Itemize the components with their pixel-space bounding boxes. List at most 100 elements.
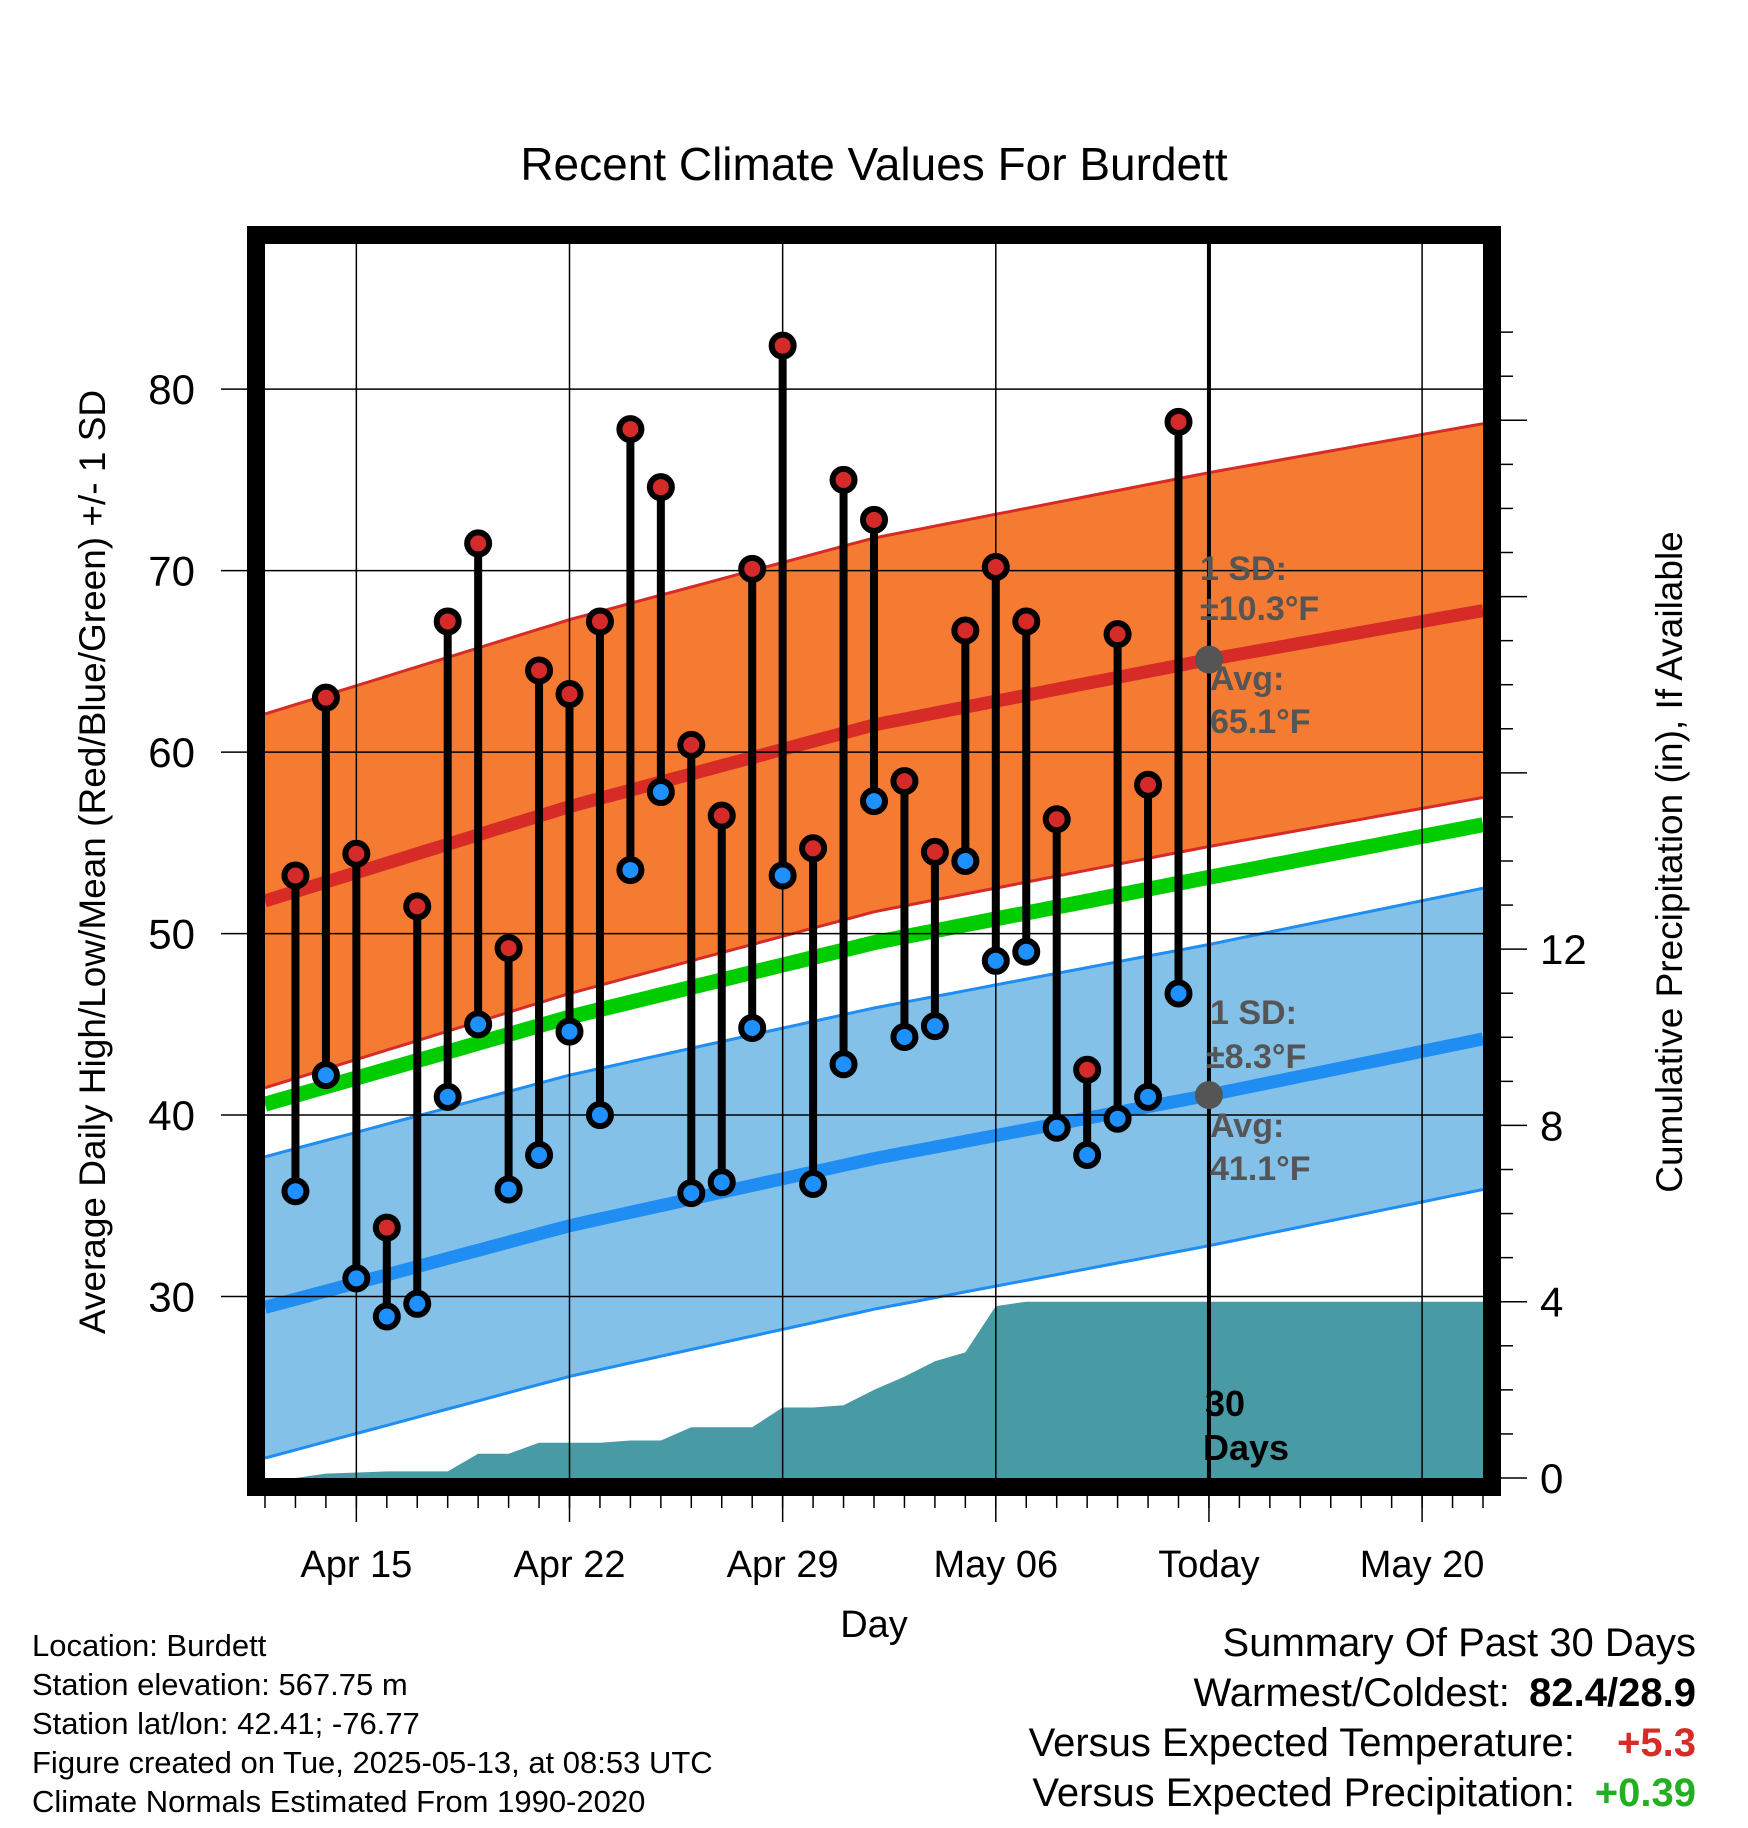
x-tick-label: Apr 15	[300, 1544, 412, 1586]
warm-cold-value: 82.4/28.9	[1529, 1671, 1696, 1715]
daily-low-point	[707, 1168, 736, 1197]
daily-high-point	[555, 680, 584, 709]
y-tick-label: 80	[148, 366, 195, 413]
plot-content	[265, 244, 1483, 1478]
daily-low-point	[311, 1061, 340, 1090]
summary-heading: Summary Of Past 30 Days	[1222, 1621, 1696, 1665]
y-tick-label: 70	[148, 548, 195, 595]
daily-high-point	[1103, 620, 1132, 649]
high-sd-label: 1 SD:	[1200, 550, 1287, 588]
normals-text: Climate Normals Estimated From 1990-2020	[32, 1784, 646, 1819]
daily-low-point	[464, 1010, 493, 1039]
temp-value: +5.3	[1617, 1721, 1696, 1765]
daily-high-point	[464, 529, 493, 558]
station-info: Location: Burdett Station elevation: 567…	[32, 1626, 713, 1821]
low-avg-label: Avg:	[1210, 1107, 1284, 1145]
daily-low-point	[951, 847, 980, 875]
daily-low-point	[768, 861, 797, 890]
daily-low-point	[981, 946, 1010, 975]
y-axis-label: Average Daily High/Low/Mean (Red/Blue/Gr…	[72, 390, 113, 1334]
daily-high-point	[829, 465, 858, 494]
daily-low-point	[646, 778, 675, 807]
daily-low-point	[1134, 1082, 1163, 1111]
high-avg-label: Avg:	[1210, 660, 1284, 698]
days-annotation: 30 Days	[1203, 1383, 1289, 1468]
x-axis-label: Day	[840, 1604, 908, 1646]
daily-high-point	[311, 683, 340, 712]
daily-high-point	[707, 801, 736, 830]
elevation-text: Station elevation: 567.75 m	[32, 1667, 408, 1702]
latlon-text: Station lat/lon: 42.41; -76.77	[32, 1706, 420, 1741]
precip-value: +0.39	[1594, 1771, 1696, 1815]
daily-high-point	[342, 839, 371, 868]
daily-high-point	[585, 607, 614, 636]
daily-high-point	[403, 892, 432, 921]
daily-high-point	[646, 473, 675, 502]
daily-low-point	[1012, 937, 1041, 966]
y2-axis-label: Cumulative Precipitation (in), If Availa…	[1649, 531, 1690, 1193]
daily-high-point	[1012, 607, 1041, 636]
daily-low-point	[494, 1175, 523, 1204]
daily-high-point	[494, 934, 523, 963]
y-tick-label: 40	[148, 1092, 195, 1139]
daily-high-point	[281, 861, 310, 890]
daily-low-point	[829, 1050, 858, 1079]
high-sd-value: ±10.3°F	[1200, 590, 1319, 628]
chart-title: Recent Climate Values For Burdett	[520, 138, 1228, 190]
daily-low-point	[738, 1013, 767, 1042]
days-number: 30	[1205, 1383, 1245, 1424]
daily-low-point	[1103, 1104, 1132, 1133]
low-annotation: 1 SD: ±8.3°F Avg: 41.1°F	[1206, 994, 1311, 1188]
low-sd-value: ±8.3°F	[1206, 1038, 1306, 1076]
daily-low-point	[372, 1302, 401, 1331]
daily-low-point	[1164, 979, 1193, 1008]
low-band-upper-edge	[265, 886, 1483, 1159]
created-text: Figure created on Tue, 2025-05-13, at 08…	[32, 1745, 713, 1780]
today-high-normal-dot	[1194, 645, 1223, 674]
daily-high-point	[1164, 407, 1193, 436]
daily-high-point	[860, 505, 888, 534]
x-tick-label: Apr 22	[514, 1544, 626, 1586]
today-low-normal-dot	[1194, 1081, 1223, 1110]
daily-low-point	[403, 1289, 432, 1318]
y2-tick-label: 0	[1540, 1455, 1563, 1502]
daily-low-point	[1073, 1140, 1102, 1169]
daily-low-point	[677, 1179, 706, 1208]
plot-area: 30 40 50 60 70 80 0 4 8 12 Apr 15 Apr 22 Apr 29 May 0…	[148, 226, 1587, 1586]
daily-high-point	[1134, 770, 1163, 799]
precip-label: Versus Expected Precipitation:	[1032, 1771, 1575, 1815]
daily-high-point	[1042, 805, 1071, 834]
precip-row: Versus Expected Precipitation: +0.39	[1029, 1768, 1696, 1818]
y-tick-label: 30	[148, 1274, 195, 1321]
mean-low-line	[265, 1032, 1483, 1314]
daily-high-point	[799, 834, 828, 863]
y-tick-label: 60	[148, 729, 195, 776]
x-tick-label: May 06	[933, 1544, 1058, 1586]
low-band-lower-edge	[265, 1188, 1483, 1460]
temp-row: Versus Expected Temperature: +5.3	[1029, 1718, 1696, 1768]
daily-low-point	[555, 1017, 584, 1046]
high-avg-value: 65.1°F	[1210, 703, 1311, 741]
warm-cold-label: Warmest/Coldest:	[1193, 1671, 1510, 1715]
plot-frame	[247, 226, 1501, 1496]
daily-high-point	[677, 730, 706, 759]
daily-high-point	[1073, 1055, 1102, 1084]
daily-low-point	[281, 1177, 310, 1206]
summary-panel: Summary Of Past 30 Days Warmest/Coldest:…	[1029, 1618, 1696, 1818]
daily-low-point	[890, 1023, 919, 1052]
low-sd-label: 1 SD:	[1210, 994, 1297, 1032]
daily-high-point	[920, 837, 949, 866]
y2-tick-label: 8	[1540, 1102, 1563, 1149]
y2-tick-label: 4	[1540, 1279, 1563, 1326]
daily-high-point	[433, 607, 462, 636]
y2-tick-label: 12	[1540, 926, 1587, 973]
daily-low-point	[920, 1012, 949, 1041]
daily-low-point	[342, 1264, 371, 1293]
x-tick-label: Apr 29	[727, 1544, 839, 1586]
warm-cold-row: Warmest/Coldest: 82.4/28.9	[1029, 1668, 1697, 1718]
daily-low-point	[433, 1082, 462, 1111]
low-avg-value: 41.1°F	[1210, 1150, 1311, 1188]
high-annotation: 1 SD: ±10.3°F Avg: 65.1°F	[1200, 550, 1319, 741]
daily-high-point	[981, 553, 1010, 582]
